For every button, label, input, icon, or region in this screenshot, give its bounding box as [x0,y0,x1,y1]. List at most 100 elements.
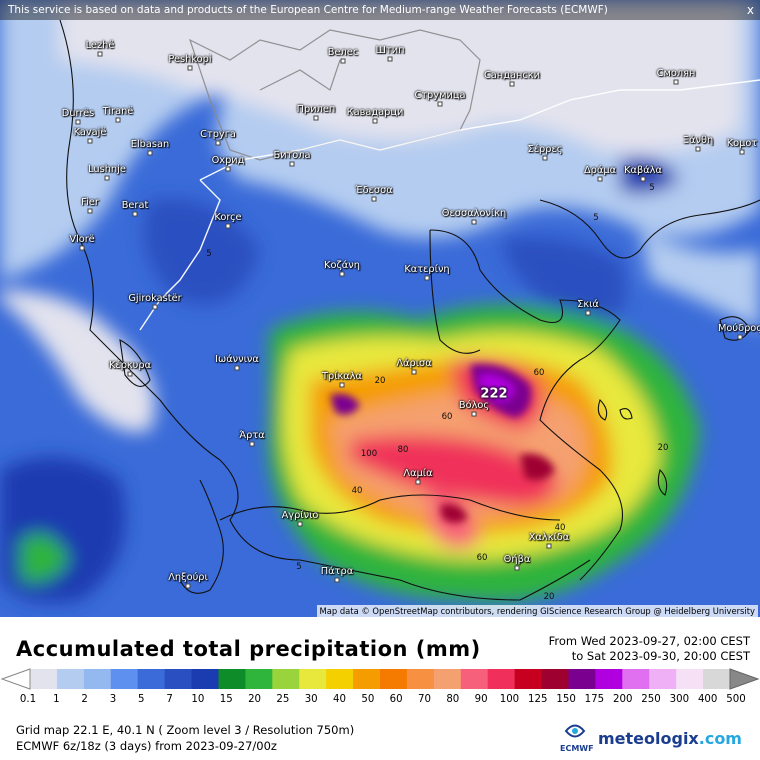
city-label: Ληξούρι [168,572,208,583]
city-label: Смолян [656,68,696,79]
city-label: Прилеп [296,104,336,115]
city-label: Θήβα [503,554,531,565]
city-marker [185,583,191,589]
chart-title: Accumulated total precipitation (mm) [16,637,481,661]
city-marker [597,176,603,182]
scale-label: 250 [641,694,661,705]
city-marker [739,149,745,155]
city-label: Πάτρα [320,566,354,577]
city-label: Λαμία [403,468,433,479]
scale-cell [56,669,85,689]
city-marker [737,334,743,340]
isoline-label: 5 [649,183,655,193]
isoline-label: 60 [533,368,545,378]
city-marker [695,146,701,152]
city-label: Lushnje [88,164,126,175]
city-label: Ιωάννινα [215,354,259,365]
city-marker [471,219,477,225]
city-label: Κατερίνη [404,264,450,275]
scale-label: 60 [389,694,403,705]
scale-cell [326,669,354,689]
city-marker [471,411,477,417]
scale-label: 2 [81,694,88,705]
scale-cell [433,669,462,689]
city-label: Битола [273,150,311,161]
city-marker [509,81,515,87]
city-label: Ξάνθη [682,135,714,146]
scale-label: 15 [219,694,233,705]
city-marker [415,479,421,485]
range-to: to Sat 2023-09-30, 20:00 CEST [571,649,750,663]
city-marker [87,208,93,214]
grid-info: Grid map 22.1 E, 40.1 N ( Zoom level 3 /… [16,723,355,737]
city-label: Κοζάνη [324,260,360,271]
range-from: From Wed 2023-09-27, 02:00 CEST [548,634,750,648]
scale-label: 25 [276,694,290,705]
scale-label: 175 [584,694,605,705]
scale-cell [191,669,219,689]
scale-label: 5 [138,694,145,705]
scale-cell [649,669,677,689]
scale-label: 80 [446,694,460,705]
city-label: Кавадарци [346,107,404,118]
scale-cell [245,669,273,689]
color-scale-labels: 0.1 1 2 3 5 7 10 15 20 25 30 40 50 60 70 80 90 100 125 150 1… [0,694,760,708]
isoline-label: 60 [441,412,453,422]
scale-cell [164,669,193,689]
city-marker [152,304,158,310]
city-marker [187,65,193,71]
scale-cell [460,669,489,689]
city-marker [132,211,138,217]
ecmwf-logo-icon [564,724,586,738]
scale-label: 20 [248,694,262,705]
city-marker [249,441,255,447]
scale-label: 150 [556,694,576,705]
city-marker [225,223,231,229]
city-marker [371,196,377,202]
city-marker [424,275,430,281]
isoline-label: 5 [593,213,599,223]
max-precipitation-label: 222 [480,386,508,402]
city-label: Έδεσσα [355,185,393,196]
city-marker [75,119,81,125]
ecmwf-notice-bar: This service is based on data and produc… [0,0,760,20]
city-marker [542,155,548,161]
city-label: Korçe [214,212,242,223]
meteologix-logo[interactable]: meteologix.com [598,729,742,748]
city-marker [514,565,520,571]
scale-cell [137,669,166,689]
city-label: Βόλος [458,400,490,411]
scale-label: 125 [528,694,548,705]
ecmwf-logo[interactable]: ECMWF [560,722,594,756]
isoline-label: 20 [374,376,386,386]
close-notice-button[interactable]: x [746,3,754,17]
scale-cell [353,669,381,689]
city-label: Охрид [211,155,245,166]
city-label: Велес [327,47,359,58]
city-label: Κομοτ [726,138,758,149]
scale-arrow-right [729,668,760,690]
scale-cell [83,669,112,689]
city-marker [313,115,319,121]
meteologix-logo-name: meteologix [598,729,699,748]
city-label: Fier [81,197,99,208]
city-label: Berat [121,200,149,211]
city-marker [87,138,93,144]
precipitation-map[interactable]: This service is based on data and produc… [0,0,760,617]
city-marker [411,369,417,375]
city-marker [339,382,345,388]
scale-cell [272,669,300,689]
city-label: Κέρκυρα [108,360,152,371]
scale-label: 90 [474,694,488,705]
ecmwf-notice-text: This service is based on data and produc… [8,4,608,16]
city-label: Peshkopi [168,54,212,65]
isoline-label: 80 [397,445,409,455]
scale-label: 1 [53,694,60,705]
scale-cell [703,669,731,689]
city-marker [79,245,85,251]
precipitation-field [0,0,760,603]
city-marker [225,166,231,172]
scale-cell [514,669,543,689]
city-marker [104,175,110,181]
city-marker [339,271,345,277]
